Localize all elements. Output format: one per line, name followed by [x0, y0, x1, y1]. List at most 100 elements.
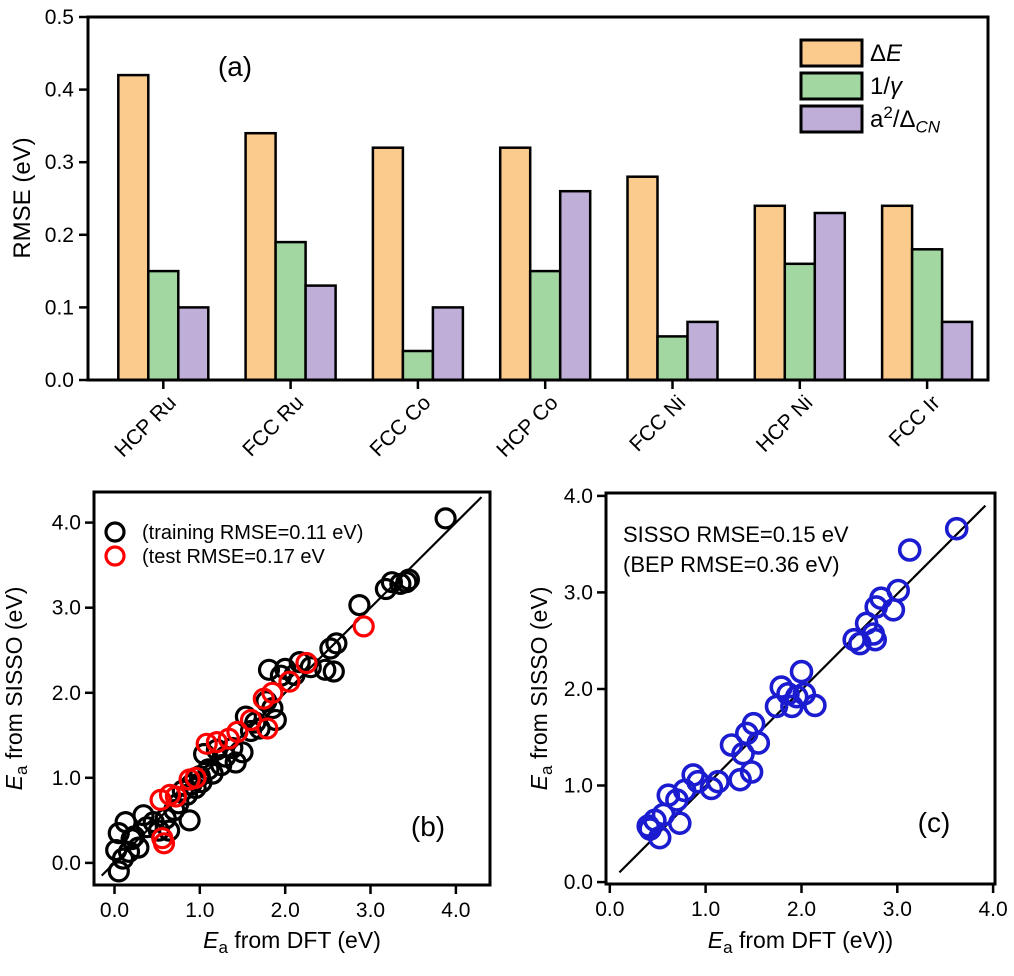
- x-tick-label: 0.0: [595, 898, 624, 921]
- data-point-series0: [739, 760, 764, 784]
- y-tick-label: 1.0: [564, 775, 593, 798]
- legend-swatch-0: [799, 38, 864, 68]
- data-point-series0: [193, 742, 216, 766]
- x-category-label: FCC Ru: [238, 391, 308, 461]
- data-point-series0: [699, 776, 724, 801]
- y-tick-label: 0.5: [45, 6, 74, 29]
- data-point-series0: [325, 632, 348, 655]
- data-point-series0: [257, 658, 281, 681]
- bar-fcc-ir-series2: [940, 320, 974, 382]
- data-point-series0: [107, 860, 130, 883]
- data-point-series0: [706, 769, 730, 794]
- x-category-label: HCP Ru: [110, 391, 180, 461]
- panel-a-label: (a): [218, 51, 252, 82]
- data-point-series1: [352, 615, 375, 638]
- data-point-series0: [886, 578, 911, 603]
- y-tick-label: 0.1: [45, 296, 74, 319]
- y-tick-label: 0.2: [45, 224, 74, 247]
- y-tick-label: 0.4: [45, 79, 75, 102]
- data-point-series0: [944, 516, 969, 541]
- panel-b-axes-box: [92, 490, 492, 887]
- y-tick-label: 3.0: [564, 581, 593, 604]
- legend-label-0: ΔE: [870, 40, 903, 67]
- panel-a-axes-box: [86, 15, 990, 382]
- bar-hcp-co-series2: [558, 189, 592, 382]
- bar-hcp-ru-series0: [117, 73, 150, 382]
- panel-label: (c): [918, 807, 951, 838]
- bar-fcc-ru-series2: [304, 284, 337, 382]
- x-tick-label: 3.0: [356, 899, 385, 922]
- y-tick-label: 0.0: [45, 369, 74, 392]
- data-point-series0: [107, 822, 130, 845]
- data-point-series0: [314, 658, 337, 681]
- x-category-label: FCC Ir: [885, 391, 945, 451]
- bar-fcc-co-series1: [401, 349, 435, 382]
- x-category-label: FCC Ni: [625, 391, 690, 456]
- bar-hcp-ni-series2: [813, 211, 847, 382]
- panel-label: (b): [411, 811, 445, 842]
- y-tick-label: 0.0: [564, 871, 593, 894]
- data-point-series1: [226, 720, 249, 743]
- panel-b-scatter-training-test: 0.0 1.0 2.0 3.0 4.0 0.0 1.0 2.0 3.0 4.0 Ea from DF…: [1, 490, 492, 957]
- data-point-series0: [746, 731, 771, 755]
- legend-label-2: a2/ΔCN: [870, 103, 941, 136]
- data-point-series0: [789, 659, 814, 684]
- bar-fcc-ni-series0: [626, 175, 659, 382]
- legend-marker-1: [104, 545, 126, 567]
- data-point-series0: [668, 811, 692, 836]
- data-point-series1: [195, 732, 218, 755]
- data-point-series0: [897, 538, 922, 562]
- data-point-series0: [127, 836, 150, 859]
- y-tick-label: 0.0: [52, 852, 81, 875]
- data-point-series1: [295, 651, 318, 675]
- data-point-series0: [178, 809, 201, 832]
- x-category-label: HCP Ni: [752, 391, 817, 456]
- data-point-series0: [322, 660, 345, 683]
- data-point-series0: [803, 693, 827, 718]
- x-tick-label: 1.0: [185, 899, 214, 922]
- y-axis-title: Ea from SISSO (eV): [530, 587, 556, 791]
- x-category-label: HCP Co: [492, 391, 562, 461]
- x-axis-title: Ea from DFT (eV)): [708, 927, 893, 957]
- y-tick-label: 4.0: [52, 512, 81, 535]
- data-point-series1: [278, 670, 301, 693]
- y-axis-title: RMSE (eV): [9, 137, 36, 258]
- bar-hcp-ru-series2: [177, 306, 210, 382]
- legend-swatch-2: [799, 104, 864, 134]
- annotation-1: (BEP RMSE=0.36 eV): [623, 552, 840, 577]
- bar-fcc-co-series0: [371, 146, 405, 382]
- bar-fcc-ni-series2: [686, 320, 719, 382]
- y-tick-label: 2.0: [564, 678, 593, 701]
- data-point-series1: [152, 832, 176, 855]
- bar-fcc-ni-series1: [656, 335, 689, 382]
- data-point-series0: [395, 571, 418, 594]
- x-tick-label: 2.0: [787, 898, 816, 921]
- data-point-series0: [863, 627, 888, 652]
- x-tick-label: 0.0: [100, 899, 129, 922]
- bar-fcc-ru-series0: [244, 131, 277, 382]
- data-point-series0: [319, 637, 342, 660]
- bar-fcc-ru-series1: [274, 240, 307, 382]
- data-point-series1: [256, 717, 279, 740]
- legend-label-0: (training RMSE=0.11 eV): [142, 522, 363, 544]
- data-point-series0: [397, 568, 420, 591]
- bar-hcp-ni-series1: [783, 262, 817, 382]
- y-tick-label: 2.0: [52, 682, 81, 705]
- data-point-series0: [348, 593, 371, 617]
- bar-fcc-co-series2: [431, 306, 465, 382]
- bar-fcc-ir-series1: [910, 248, 944, 382]
- data-point-series1: [261, 681, 284, 704]
- annotation-0: SISSO RMSE=0.15 eV: [623, 522, 849, 547]
- bar-hcp-ru-series1: [147, 269, 180, 382]
- x-axis-title: Ea from DFT (eV): [203, 927, 381, 957]
- x-tick-label: 1.0: [691, 898, 720, 921]
- y-axis-title: Ea from SISSO (eV): [1, 587, 31, 791]
- legend-label-1: 1/γ: [870, 73, 904, 100]
- legend-marker-0: [104, 521, 126, 543]
- x-category-label: FCC Co: [366, 391, 436, 461]
- data-point-series1: [205, 731, 228, 754]
- panel-a-bar-chart: 0.0 0.1 0.2 0.3 0.4 0.5 HCP Ru FCC Ru FCC Co HCP …: [9, 6, 990, 462]
- y-tick-label: 0.3: [45, 151, 74, 174]
- data-point-series1: [164, 785, 187, 808]
